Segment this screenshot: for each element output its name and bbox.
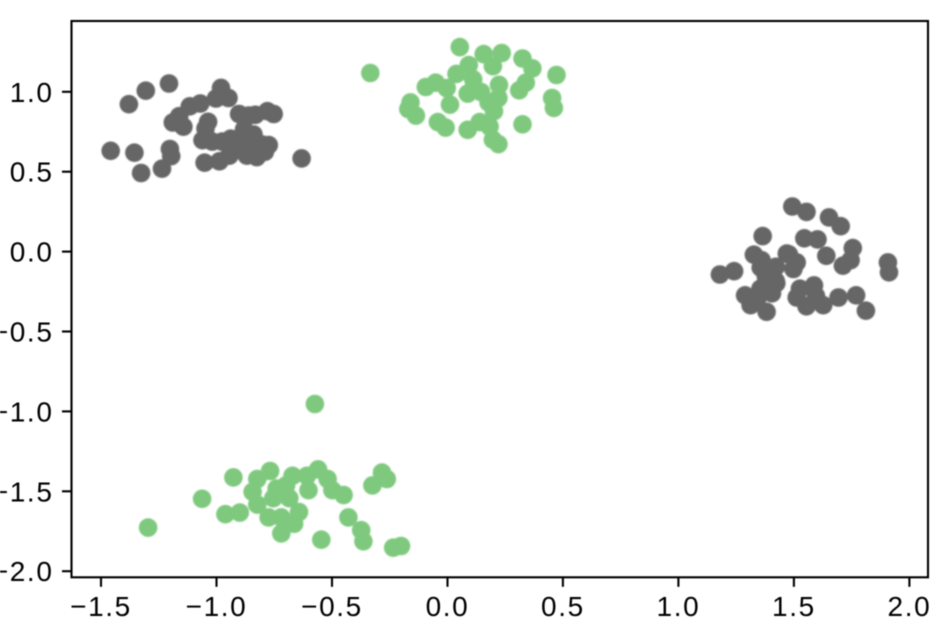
svg-text:−1.0: −1.0: [186, 591, 248, 622]
svg-text:1.0: 1.0: [10, 77, 54, 108]
svg-text:−0.5: −0.5: [0, 317, 54, 348]
svg-text:−1.5: −1.5: [0, 476, 54, 507]
svg-text:1.0: 1.0: [657, 591, 701, 622]
svg-text:0.5: 0.5: [541, 591, 585, 622]
svg-text:−1.0: −1.0: [0, 396, 54, 427]
svg-text:0.0: 0.0: [10, 237, 54, 268]
svg-text:−0.5: −0.5: [301, 591, 363, 622]
svg-text:1.5: 1.5: [772, 591, 816, 622]
svg-text:0.5: 0.5: [10, 157, 54, 188]
svg-text:0.0: 0.0: [426, 591, 470, 622]
svg-text:−2.0: −2.0: [0, 556, 54, 587]
svg-text:−1.5: −1.5: [70, 591, 132, 622]
svg-text:2.0: 2.0: [888, 591, 932, 622]
